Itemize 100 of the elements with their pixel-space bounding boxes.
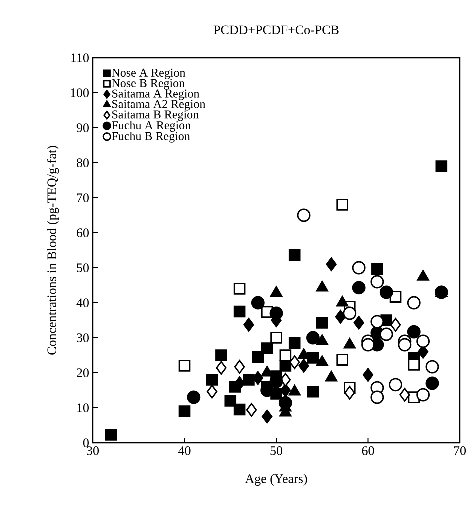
point [187,390,201,404]
x-tick-label: 60 [362,446,374,456]
legend-label: Saitama A Region [112,90,200,100]
point [326,258,337,272]
y-tick-label: 110 [72,54,89,62]
point [344,338,356,349]
legend-label: Saitama A2 Region [112,100,206,111]
point [380,328,394,342]
point [407,296,421,310]
point [234,306,246,318]
point [234,376,246,390]
y-tick-label: 20 [77,368,89,378]
point [336,354,348,366]
point [288,384,301,396]
point [344,386,356,400]
point [244,318,254,332]
point [234,404,246,416]
point [178,360,191,372]
point [325,370,338,382]
point [316,281,328,292]
point [280,384,292,398]
point [306,331,320,345]
x-tick-label: 50 [270,446,283,456]
point [434,286,448,300]
point [288,337,301,350]
point [426,360,440,374]
y-tick-label: 100 [71,88,89,98]
point [262,410,273,424]
point [316,356,328,366]
y-tick-label: 50 [77,264,89,272]
point [280,350,292,362]
point [416,388,430,402]
chart-title: PCDD+PCDF+Co-PCB [214,26,339,34]
point [224,395,237,407]
y-tick-label: 10 [78,404,89,412]
point [336,296,349,307]
point [400,388,410,402]
x-tick-label: 70 [454,446,466,456]
y-tick-label: 90 [76,124,89,132]
y-tick-label: 80 [76,158,89,168]
point [335,310,346,324]
point [362,338,375,352]
point [234,360,246,374]
point [343,306,357,320]
point [372,263,384,275]
point [206,374,218,386]
point [352,261,366,275]
point [426,376,440,390]
point [390,318,402,332]
x-tick-label: 40 [178,446,191,456]
legend-label: Fuchu B Region [112,132,190,143]
point [270,306,284,320]
point [417,270,430,281]
point [246,403,258,417]
point [408,359,420,371]
point [380,286,394,300]
point [278,396,292,410]
y-tick-label: 70 [77,194,89,202]
legend-label: Nose A Region [112,68,186,80]
point [370,315,384,329]
point [398,338,412,352]
point [362,368,374,382]
point [252,351,264,364]
point [297,208,311,222]
point [288,249,301,261]
point [352,281,366,295]
point [316,317,328,329]
point [280,373,292,387]
point [389,378,402,392]
y-axis-title: Concentrations in Blood (pg-TEQ/g-fat) [47,146,60,355]
point [178,406,191,418]
y-tick-label: 60 [77,228,89,238]
x-tick-label: 30 [87,446,100,456]
point [105,429,118,441]
point [298,359,310,373]
point [261,342,274,354]
point [307,386,320,398]
point [270,332,282,344]
point [290,356,300,370]
point [436,160,448,172]
y-tick-label: 40 [76,298,89,308]
point [370,275,384,289]
point [216,350,228,362]
point [243,374,255,386]
legend-label: Nose B Region [112,79,185,90]
point [407,325,421,339]
legend-label: Saitama B Region [112,110,199,122]
point [252,371,264,386]
point [206,384,218,399]
point [316,334,328,346]
point [354,316,364,330]
point [307,352,320,364]
y-tick-label: 30 [77,334,89,342]
point [216,361,227,375]
legend-label: Fuchu A Region [112,121,191,132]
point [416,334,430,348]
point [251,296,265,310]
x-axis-title: Age (Years) [245,474,308,486]
point [370,390,384,404]
point [234,283,246,295]
